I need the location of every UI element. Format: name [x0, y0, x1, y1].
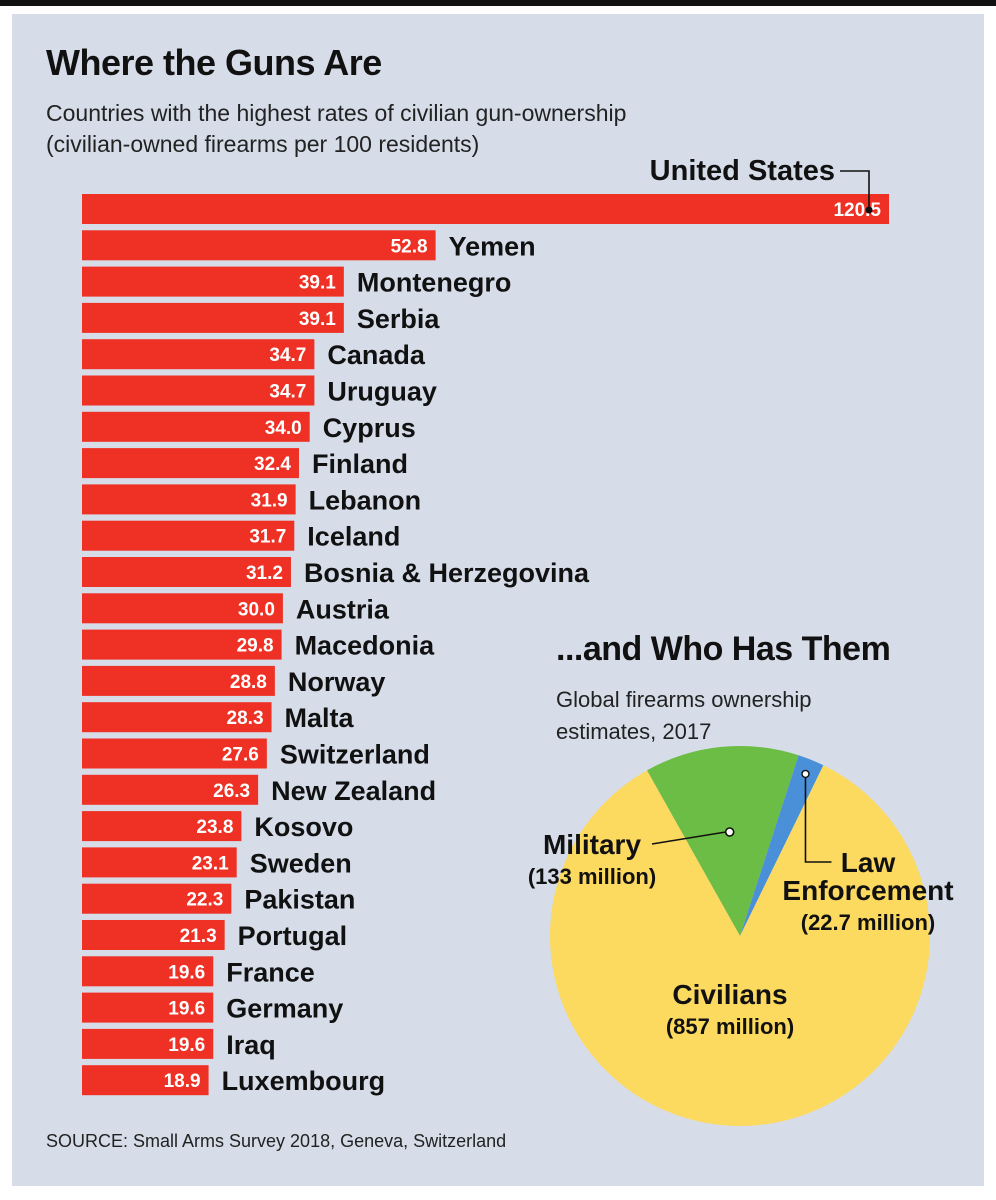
bar-pakistan [82, 883, 232, 914]
bar-kosovo [82, 811, 242, 842]
value-label-pakistan: 22.3 [186, 890, 223, 911]
bar-cyprus [82, 411, 310, 442]
category-label-norway: Norway [288, 667, 386, 697]
value-label-bosnia-and-herzegovina: 31.2 [246, 563, 283, 584]
value-label-luxembourg: 18.9 [164, 1071, 201, 1092]
value-label-france: 19.6 [168, 962, 205, 983]
value-label-uruguay: 34.7 [269, 382, 306, 403]
bar-france [82, 956, 214, 987]
bar-yemen [82, 230, 436, 261]
category-label-uruguay: Uruguay [327, 377, 437, 407]
category-label-united-states: United States [650, 155, 835, 187]
category-label-iraq: Iraq [226, 1030, 276, 1060]
bar-macedonia [82, 629, 282, 660]
value-label-austria: 30.0 [238, 599, 275, 620]
bar-montenegro [82, 266, 344, 297]
category-label-sweden: Sweden [250, 848, 352, 878]
chart-title: Where the Guns Are [46, 42, 382, 83]
category-label-luxembourg: Luxembourg [222, 1066, 386, 1096]
value-label-lebanon: 31.9 [251, 490, 288, 511]
value-label-switzerland: 27.6 [222, 745, 259, 766]
value-label-yemen: 52.8 [391, 236, 428, 257]
category-label-france: France [226, 957, 315, 987]
bar-uruguay [82, 375, 315, 406]
bar-serbia [82, 302, 344, 333]
category-label-canada: Canada [327, 340, 426, 370]
category-label-montenegro: Montenegro [357, 268, 512, 298]
value-label-norway: 28.8 [230, 672, 267, 693]
value-label-canada: 34.7 [269, 345, 306, 366]
category-label-lebanon: Lebanon [309, 485, 422, 515]
bar-malta [82, 702, 272, 733]
category-label-finland: Finland [312, 449, 408, 479]
category-label-austria: Austria [296, 594, 390, 624]
value-label-macedonia: 29.8 [237, 636, 274, 657]
bar-canada [82, 339, 315, 370]
value-label-malta: 28.3 [227, 708, 264, 729]
value-label-kosovo: 23.8 [196, 817, 233, 838]
category-label-cyprus: Cyprus [323, 413, 416, 443]
category-label-iceland: Iceland [307, 522, 400, 552]
bar-sweden [82, 847, 237, 878]
value-label-finland: 32.4 [254, 454, 291, 475]
pie-subtitle-line-2: estimates, 2017 [556, 719, 712, 744]
value-label-iceland: 31.7 [249, 527, 286, 548]
category-label-macedonia: Macedonia [295, 631, 436, 661]
bar-new-zealand [82, 774, 259, 805]
chart-subtitle: Countries with the highest rates of civi… [46, 98, 746, 160]
bar-switzerland [82, 738, 267, 769]
value-label-cyprus: 34.0 [265, 418, 302, 439]
bar-portugal [82, 920, 225, 950]
value-label-united-states: 120.5 [833, 200, 881, 221]
bar-lebanon [82, 484, 296, 515]
value-label-iraq: 19.6 [168, 1035, 205, 1056]
bar-bosnia-and-herzegovina [82, 557, 291, 587]
bar-iceland [82, 520, 295, 551]
bar-austria [82, 593, 283, 624]
category-label-new-zealand: New Zealand [271, 776, 436, 806]
category-label-pakistan: Pakistan [244, 885, 355, 915]
bar-iraq [82, 1028, 214, 1059]
category-label-serbia: Serbia [357, 304, 441, 334]
subtitle-line-1: Countries with the highest rates of civi… [46, 100, 627, 126]
category-label-yemen: Yemen [449, 231, 536, 261]
category-label-switzerland: Switzerland [280, 740, 430, 770]
value-label-serbia: 39.1 [299, 309, 336, 330]
bar-germany [82, 992, 214, 1023]
value-label-germany: 19.6 [168, 999, 205, 1020]
leader-line [840, 170, 870, 210]
bar-norway [82, 665, 275, 696]
category-label-kosovo: Kosovo [254, 812, 353, 842]
pie-subtitle: Global firearms ownership estimates, 201… [556, 684, 956, 748]
pie-title: ...and Who Has Them [556, 630, 891, 668]
value-label-portugal: 21.3 [180, 926, 217, 947]
category-label-bosnia-and-herzegovina: Bosnia & Herzegovina [304, 558, 590, 588]
value-label-montenegro: 39.1 [299, 273, 336, 294]
pie-subtitle-line-1: Global firearms ownership [556, 687, 812, 712]
bar-finland [82, 448, 299, 479]
category-label-portugal: Portugal [238, 921, 348, 951]
category-label-germany: Germany [226, 994, 343, 1024]
category-label-malta: Malta [285, 703, 355, 733]
bar-luxembourg [82, 1065, 209, 1096]
source-note: SOURCE: Small Arms Survey 2018, Geneva, … [46, 1131, 507, 1151]
value-label-new-zealand: 26.3 [213, 781, 250, 802]
value-label-sweden: 23.1 [192, 853, 229, 874]
bar-united-states [82, 194, 889, 224]
top-rule [0, 0, 996, 6]
subtitle-line-2: (civilian-owned firearms per 100 residen… [46, 131, 480, 157]
